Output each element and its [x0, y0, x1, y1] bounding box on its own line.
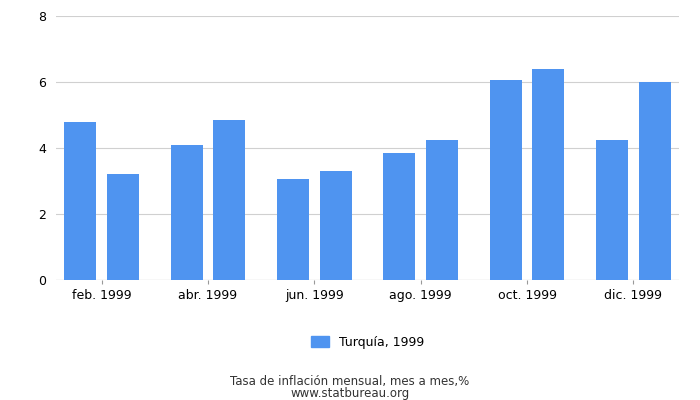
Bar — [596, 140, 628, 280]
Bar — [320, 171, 351, 280]
Bar — [638, 82, 671, 280]
Legend: Turquía, 1999: Turquía, 1999 — [305, 331, 430, 354]
Bar — [277, 179, 309, 280]
Bar — [214, 120, 245, 280]
Bar — [107, 174, 139, 280]
Bar — [533, 69, 564, 280]
Bar — [426, 140, 458, 280]
Bar — [171, 145, 202, 280]
Bar — [384, 153, 415, 280]
Text: www.statbureau.org: www.statbureau.org — [290, 388, 410, 400]
Bar — [64, 122, 97, 280]
Bar — [490, 80, 522, 280]
Text: Tasa de inflación mensual, mes a mes,%: Tasa de inflación mensual, mes a mes,% — [230, 376, 470, 388]
